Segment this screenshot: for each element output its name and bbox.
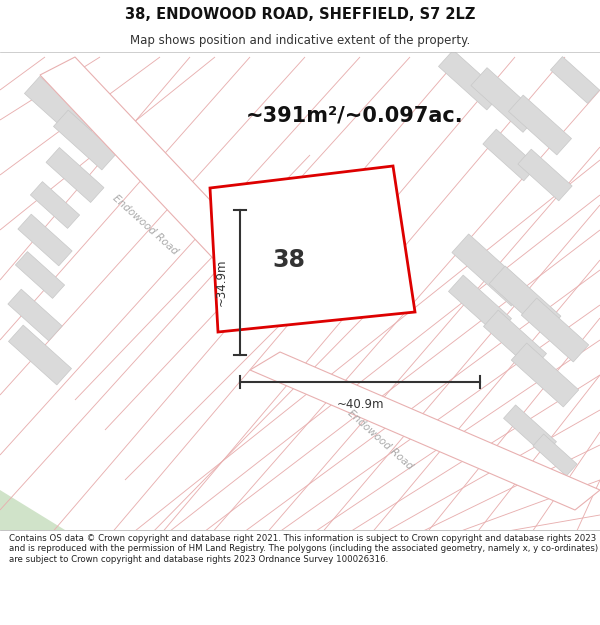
Text: Map shows position and indicative extent of the property.: Map shows position and indicative extent… bbox=[130, 34, 470, 47]
Text: ~40.9m: ~40.9m bbox=[336, 398, 384, 411]
Text: Endowood Road: Endowood Road bbox=[346, 408, 415, 472]
Polygon shape bbox=[53, 110, 116, 170]
Polygon shape bbox=[8, 325, 71, 385]
Text: ~34.9m: ~34.9m bbox=[215, 259, 228, 306]
Polygon shape bbox=[210, 166, 415, 332]
Polygon shape bbox=[484, 310, 547, 370]
Polygon shape bbox=[448, 275, 512, 335]
Polygon shape bbox=[40, 57, 295, 308]
Polygon shape bbox=[550, 57, 599, 103]
Polygon shape bbox=[25, 76, 95, 144]
Polygon shape bbox=[518, 149, 572, 201]
Polygon shape bbox=[521, 298, 589, 362]
Polygon shape bbox=[8, 289, 62, 341]
Text: Contains OS data © Crown copyright and database right 2021. This information is : Contains OS data © Crown copyright and d… bbox=[9, 534, 598, 564]
Polygon shape bbox=[46, 148, 104, 202]
Polygon shape bbox=[18, 214, 72, 266]
Polygon shape bbox=[533, 434, 577, 476]
Text: Endowood Road: Endowood Road bbox=[110, 193, 179, 257]
Polygon shape bbox=[508, 95, 572, 155]
Polygon shape bbox=[511, 343, 579, 407]
Polygon shape bbox=[489, 266, 561, 334]
Polygon shape bbox=[483, 129, 537, 181]
Text: ~391m²/~0.097ac.: ~391m²/~0.097ac. bbox=[246, 105, 464, 125]
Polygon shape bbox=[452, 234, 528, 306]
Text: 38, ENDOWOOD ROAD, SHEFFIELD, S7 2LZ: 38, ENDOWOOD ROAD, SHEFFIELD, S7 2LZ bbox=[125, 7, 475, 22]
Polygon shape bbox=[250, 352, 600, 510]
Polygon shape bbox=[439, 50, 502, 110]
Polygon shape bbox=[31, 182, 80, 228]
Polygon shape bbox=[503, 405, 556, 455]
Text: 38: 38 bbox=[272, 248, 305, 271]
Polygon shape bbox=[16, 252, 65, 298]
Polygon shape bbox=[0, 490, 65, 530]
Polygon shape bbox=[471, 68, 539, 132]
